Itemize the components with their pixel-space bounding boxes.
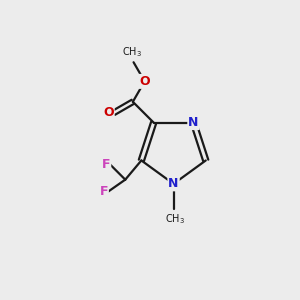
Text: O: O xyxy=(139,75,150,88)
Text: O: O xyxy=(103,106,114,119)
Text: N: N xyxy=(188,116,199,129)
Text: CH$_3$: CH$_3$ xyxy=(122,45,142,59)
Text: N: N xyxy=(168,177,179,190)
Text: F: F xyxy=(102,158,110,171)
Text: F: F xyxy=(99,185,108,198)
Text: CH$_3$: CH$_3$ xyxy=(165,212,185,226)
